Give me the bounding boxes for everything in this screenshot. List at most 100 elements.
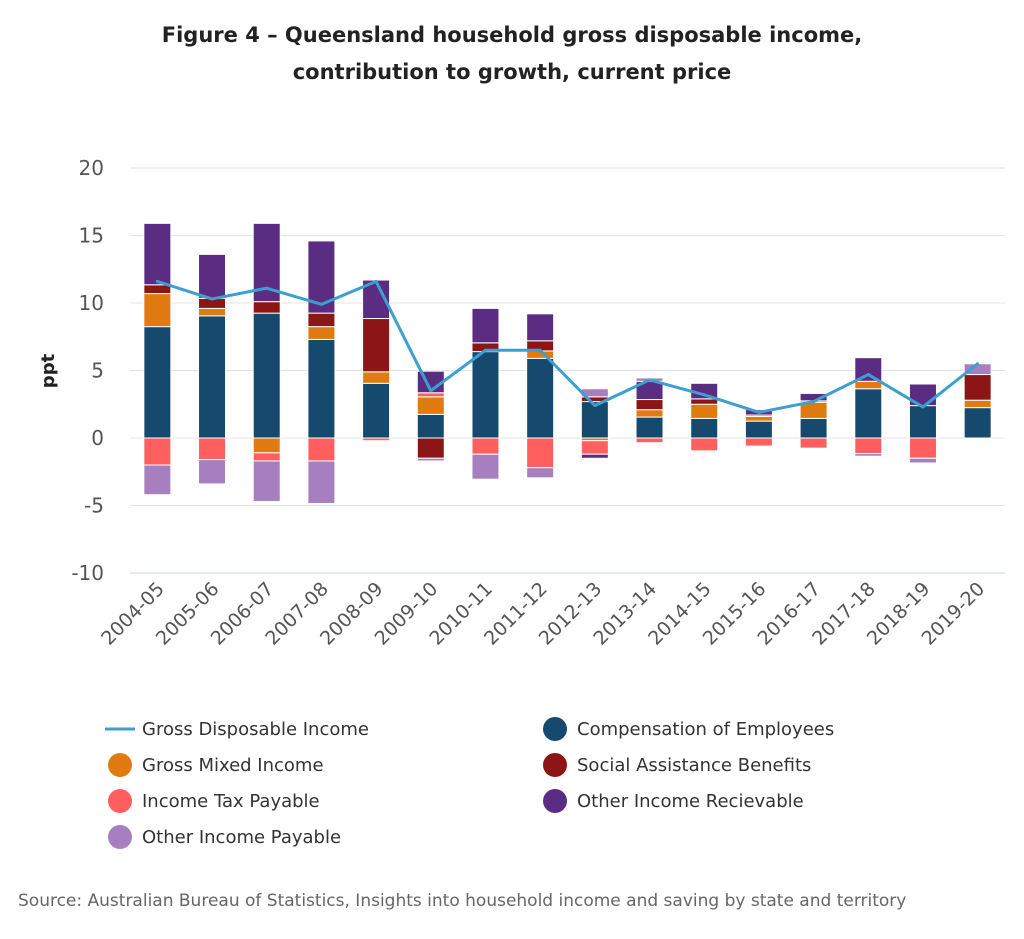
bar-segment [143,464,172,496]
bar-segment [744,420,773,439]
y-tick-label: -10 [71,561,104,585]
y-tick-label: -5 [84,494,104,518]
line-point [265,286,269,290]
line-point [593,404,597,408]
legend-circle-marker [108,825,132,849]
bar-segment [580,440,609,455]
legend-circle-marker [108,753,132,777]
line-series [155,279,980,414]
bar-segment [690,403,719,419]
legend-item: Income Tax Payable [108,789,320,813]
bar-segment [963,374,992,401]
bar-segment [854,357,883,382]
bar-segment [963,399,992,409]
bar-segment [362,437,391,442]
bar-segment [526,467,555,479]
bar-segment [143,222,172,286]
bar-segment [471,351,500,439]
legend-item: Other Income Recievable [543,789,804,813]
bar-segment [471,453,500,480]
bar-segment [198,459,227,485]
line-point [812,400,816,404]
bar-segment [799,437,828,449]
bar-segment [416,392,445,398]
y-tick-labels: 20 15 10 5 0 -5 -10 [71,156,104,585]
bar-segment [908,437,937,459]
legend-item: Gross Disposable Income [105,719,369,740]
bar-segment [416,437,445,459]
legend-label: Income Tax Payable [142,791,320,812]
bar-segment [690,417,719,439]
chart-title: Figure 4 – Queensland household gross di… [162,23,862,47]
y-tick-label: 0 [91,426,104,450]
legend-item: Gross Mixed Income [108,753,324,777]
line-point [538,348,542,352]
bar-segment [744,415,773,422]
source-note: Source: Australian Bureau of Statistics,… [18,891,906,911]
line-point [757,410,761,414]
bar-segment [635,437,664,444]
bar-segment [416,396,445,415]
bar-segment [635,416,664,439]
bar-segment [580,453,609,459]
bar-segment [526,313,555,342]
bar-segment [635,409,664,418]
bar-segment [252,437,281,454]
line-point [155,279,159,283]
bar-segment [854,388,883,439]
bar-segment [635,399,664,411]
legend: Gross Disposable Income Compensation of E… [105,717,834,849]
x-tick-labels: 2004-052005-062006-072007-082008-092009-… [97,578,989,650]
line-point [921,405,925,409]
y-tick-label: 5 [91,359,104,383]
legend-item: Compensation of Employees [543,717,834,741]
bar-segment [198,437,227,461]
bar-segment [198,315,227,439]
y-tick-label: 15 [79,224,104,248]
legend-circle-marker [543,717,567,741]
bar-segment [143,293,172,328]
legend-label: Gross Mixed Income [142,755,324,776]
legend-circle-marker [108,789,132,813]
legend-circle-marker [543,789,567,813]
y-axis-label: ppt [38,353,59,388]
line-point [429,389,433,393]
bar-segment [690,398,719,405]
bar-segment [252,222,281,303]
bar-segment [416,413,445,439]
bar-segment [471,307,500,344]
bar-segment [252,301,281,314]
bar-segment [252,452,281,462]
bar-segment [307,460,336,504]
bar-segment [362,382,391,439]
bar-segment [362,318,391,373]
bar-segment [143,437,172,466]
bar-segment [307,437,336,462]
bar-segment [471,437,500,455]
chart-subtitle: contribution to growth, current price [293,60,732,84]
bar-segment [198,307,227,317]
legend-label: Compensation of Employees [577,719,834,740]
bar-segment [799,417,828,439]
line-point [210,297,214,301]
bar-segment [526,437,555,469]
bar-segment [307,312,336,328]
y-tick-label: 10 [79,291,104,315]
line-point [866,373,870,377]
line-point [976,362,980,366]
legend-item: Other Income Payable [108,825,341,849]
bar-segment [416,457,445,462]
bar-segment [908,457,937,464]
gdi-line [156,279,979,414]
bar-segment [854,380,883,390]
legend-label: Social Assistance Benefits [577,755,811,776]
y-tick-label: 20 [79,156,104,180]
line-point [648,378,652,382]
bars [143,222,992,504]
line-point [483,348,487,352]
legend-label: Gross Disposable Income [142,719,369,740]
line-point [374,279,378,283]
bar-segment [854,453,883,457]
bar-segment [307,338,336,439]
